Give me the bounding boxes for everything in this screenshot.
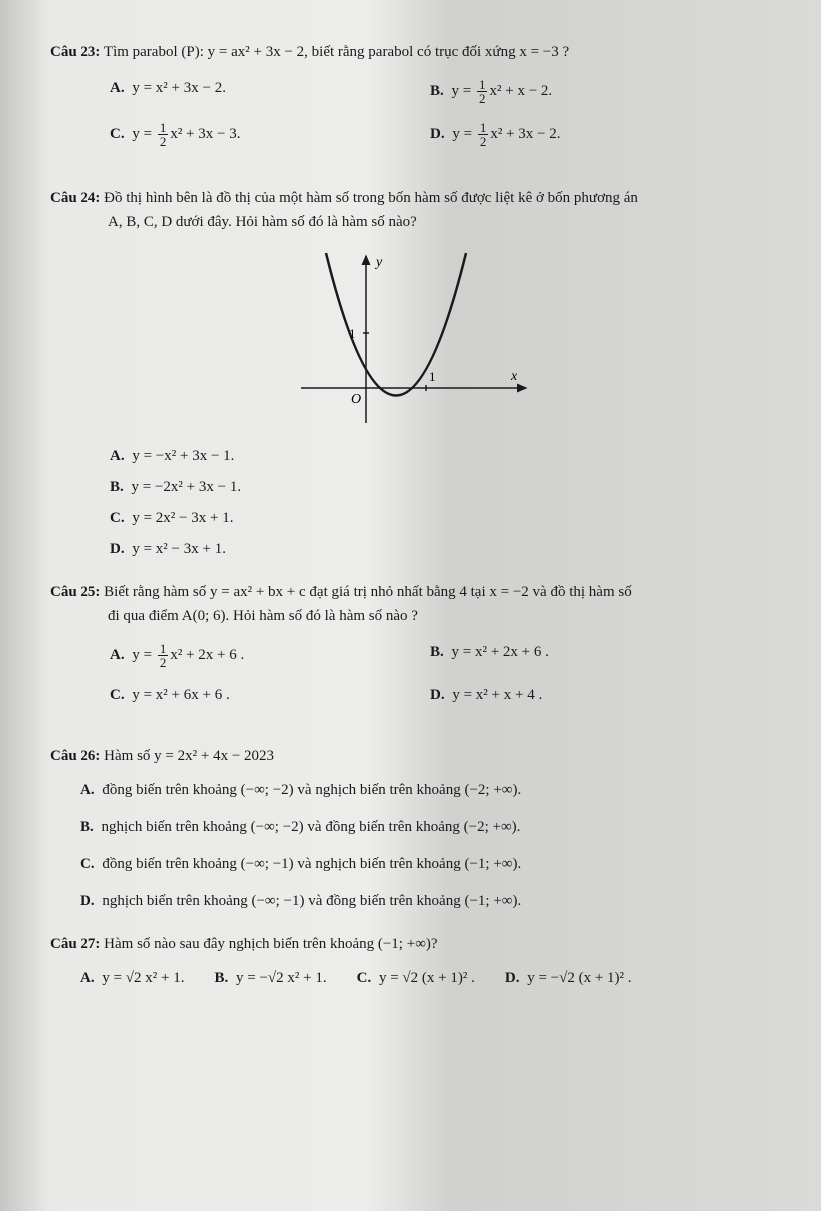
q25-option-a: A. y = 12x² + 2x + 6 . (110, 642, 430, 669)
q27-option-c: C. y = √2 (x + 1)² . (357, 970, 475, 987)
q26-text: Hàm số y = 2x² + 4x − 2023 (104, 748, 274, 764)
q23-option-d: D. y = 12x² + 3x − 2. (430, 121, 750, 148)
q27-option-a: A. y = √2 x² + 1. (80, 970, 185, 987)
q27-options: A. y = √2 x² + 1. B. y = −√2 x² + 1. C. … (80, 970, 771, 987)
opt-d-label: D. (430, 126, 445, 142)
q24-option-c: C. y = 2x² − 3x + 1. (110, 510, 771, 527)
parabola-graph: y x O 1 1 (281, 248, 541, 428)
q23-c-pre: y = (132, 126, 155, 142)
q23-a-text: y = x² + 3x − 2. (132, 80, 226, 96)
q25-option-b: B. y = x² + 2x + 6 . (430, 642, 750, 669)
q24-option-d: D. y = x² − 3x + 1. (110, 541, 771, 558)
q26-option-b: B. nghịch biến trên khoảng (−∞; −2) và đ… (80, 819, 771, 836)
q24-graph-container: y x O 1 1 (50, 248, 771, 428)
question-23: Câu 23: Tìm parabol (P): y = ax² + 3x − … (50, 40, 771, 164)
q24-text2: A, B, C, D dưới đây. Hỏi hàm số đó là hà… (108, 210, 417, 234)
opt-c-label: C. (110, 126, 125, 142)
question-25: Câu 25: Biết rằng hàm số y = ax² + bx + … (50, 580, 771, 722)
q23-c-post: x² + 3x − 3. (170, 126, 240, 142)
q23-option-c: C. y = 12x² + 3x − 3. (110, 121, 430, 148)
q23-b-pre: y = (452, 83, 475, 99)
x-axis-label: x (510, 369, 518, 384)
opt-b-label: B. (430, 83, 444, 99)
q24-option-b: B. y = −2x² + 3x − 1. (110, 479, 771, 496)
y-axis-label: y (374, 255, 383, 270)
y-tick-1-label: 1 (349, 326, 356, 341)
q24-header: Câu 24: Đồ thị hình bên là đồ thị của mộ… (50, 186, 771, 234)
q23-options: A. y = x² + 3x − 2. B. y = 12x² + x − 2.… (110, 78, 771, 164)
q24-text1: Đồ thị hình bên là đồ thị của một hàm số… (104, 190, 638, 206)
q25-option-d: D. y = x² + x + 4 . (430, 685, 750, 706)
question-26: Câu 26: Hàm số y = 2x² + 4x − 2023 A. đồ… (50, 744, 771, 910)
q23-d-frac: 12 (478, 121, 489, 148)
q26-option-a: A. đồng biến trên khoảng (−∞; −2) và ngh… (80, 782, 771, 799)
opt-a-label: A. (110, 80, 125, 96)
q24-label: Câu 24: (50, 190, 100, 206)
q24-option-a: A. y = −x² + 3x − 1. (110, 448, 771, 465)
q25-options: A. y = 12x² + 2x + 6 . B. y = x² + 2x + … (110, 642, 771, 722)
q23-b-frac: 12 (477, 78, 488, 105)
q25-option-c: C. y = x² + 6x + 6 . (110, 685, 430, 706)
parabola-curve (326, 253, 466, 396)
q26-label: Câu 26: (50, 748, 100, 764)
question-27: Câu 27: Hàm số nào sau đây nghịch biến t… (50, 932, 771, 987)
q26-option-c: C. đồng biến trên khoảng (−∞; −1) và ngh… (80, 856, 771, 873)
q23-header: Câu 23: Tìm parabol (P): y = ax² + 3x − … (50, 40, 771, 64)
q23-b-post: x² + x − 2. (489, 83, 552, 99)
q23-c-frac: 12 (158, 121, 169, 148)
q27-label: Câu 27: (50, 936, 100, 952)
x-tick-1-label: 1 (429, 369, 436, 384)
q27-option-b: B. y = −√2 x² + 1. (215, 970, 327, 987)
q26-header: Câu 26: Hàm số y = 2x² + 4x − 2023 (50, 744, 771, 768)
q25-label: Câu 25: (50, 584, 100, 600)
q23-option-b: B. y = 12x² + x − 2. (430, 78, 750, 105)
q25-header: Câu 25: Biết rằng hàm số y = ax² + bx + … (50, 580, 771, 628)
q27-option-d: D. y = −√2 (x + 1)² . (505, 970, 632, 987)
q23-option-a: A. y = x² + 3x − 2. (110, 78, 430, 105)
question-24: Câu 24: Đồ thị hình bên là đồ thị của mộ… (50, 186, 771, 558)
q27-text: Hàm số nào sau đây nghịch biến trên khoả… (104, 936, 437, 952)
q23-label: Câu 23: (50, 44, 100, 60)
q23-d-post: x² + 3x − 2. (490, 126, 560, 142)
q26-option-d: D. nghịch biến trên khoảng (−∞; −1) và đ… (80, 893, 771, 910)
origin-label: O (351, 392, 361, 407)
q27-header: Câu 27: Hàm số nào sau đây nghịch biến t… (50, 932, 771, 956)
q23-d-pre: y = (452, 126, 475, 142)
q25-text2: đi qua điểm A(0; 6). Hỏi hàm số đó là hà… (108, 604, 418, 628)
q25-text1: Biết rằng hàm số y = ax² + bx + c đạt gi… (104, 584, 632, 600)
exam-page: Câu 23: Tìm parabol (P): y = ax² + 3x − … (0, 0, 821, 1211)
q25-a-frac: 12 (158, 642, 169, 669)
page-shadow (0, 0, 50, 1211)
q23-text: Tìm parabol (P): y = ax² + 3x − 2, biết … (104, 44, 569, 60)
